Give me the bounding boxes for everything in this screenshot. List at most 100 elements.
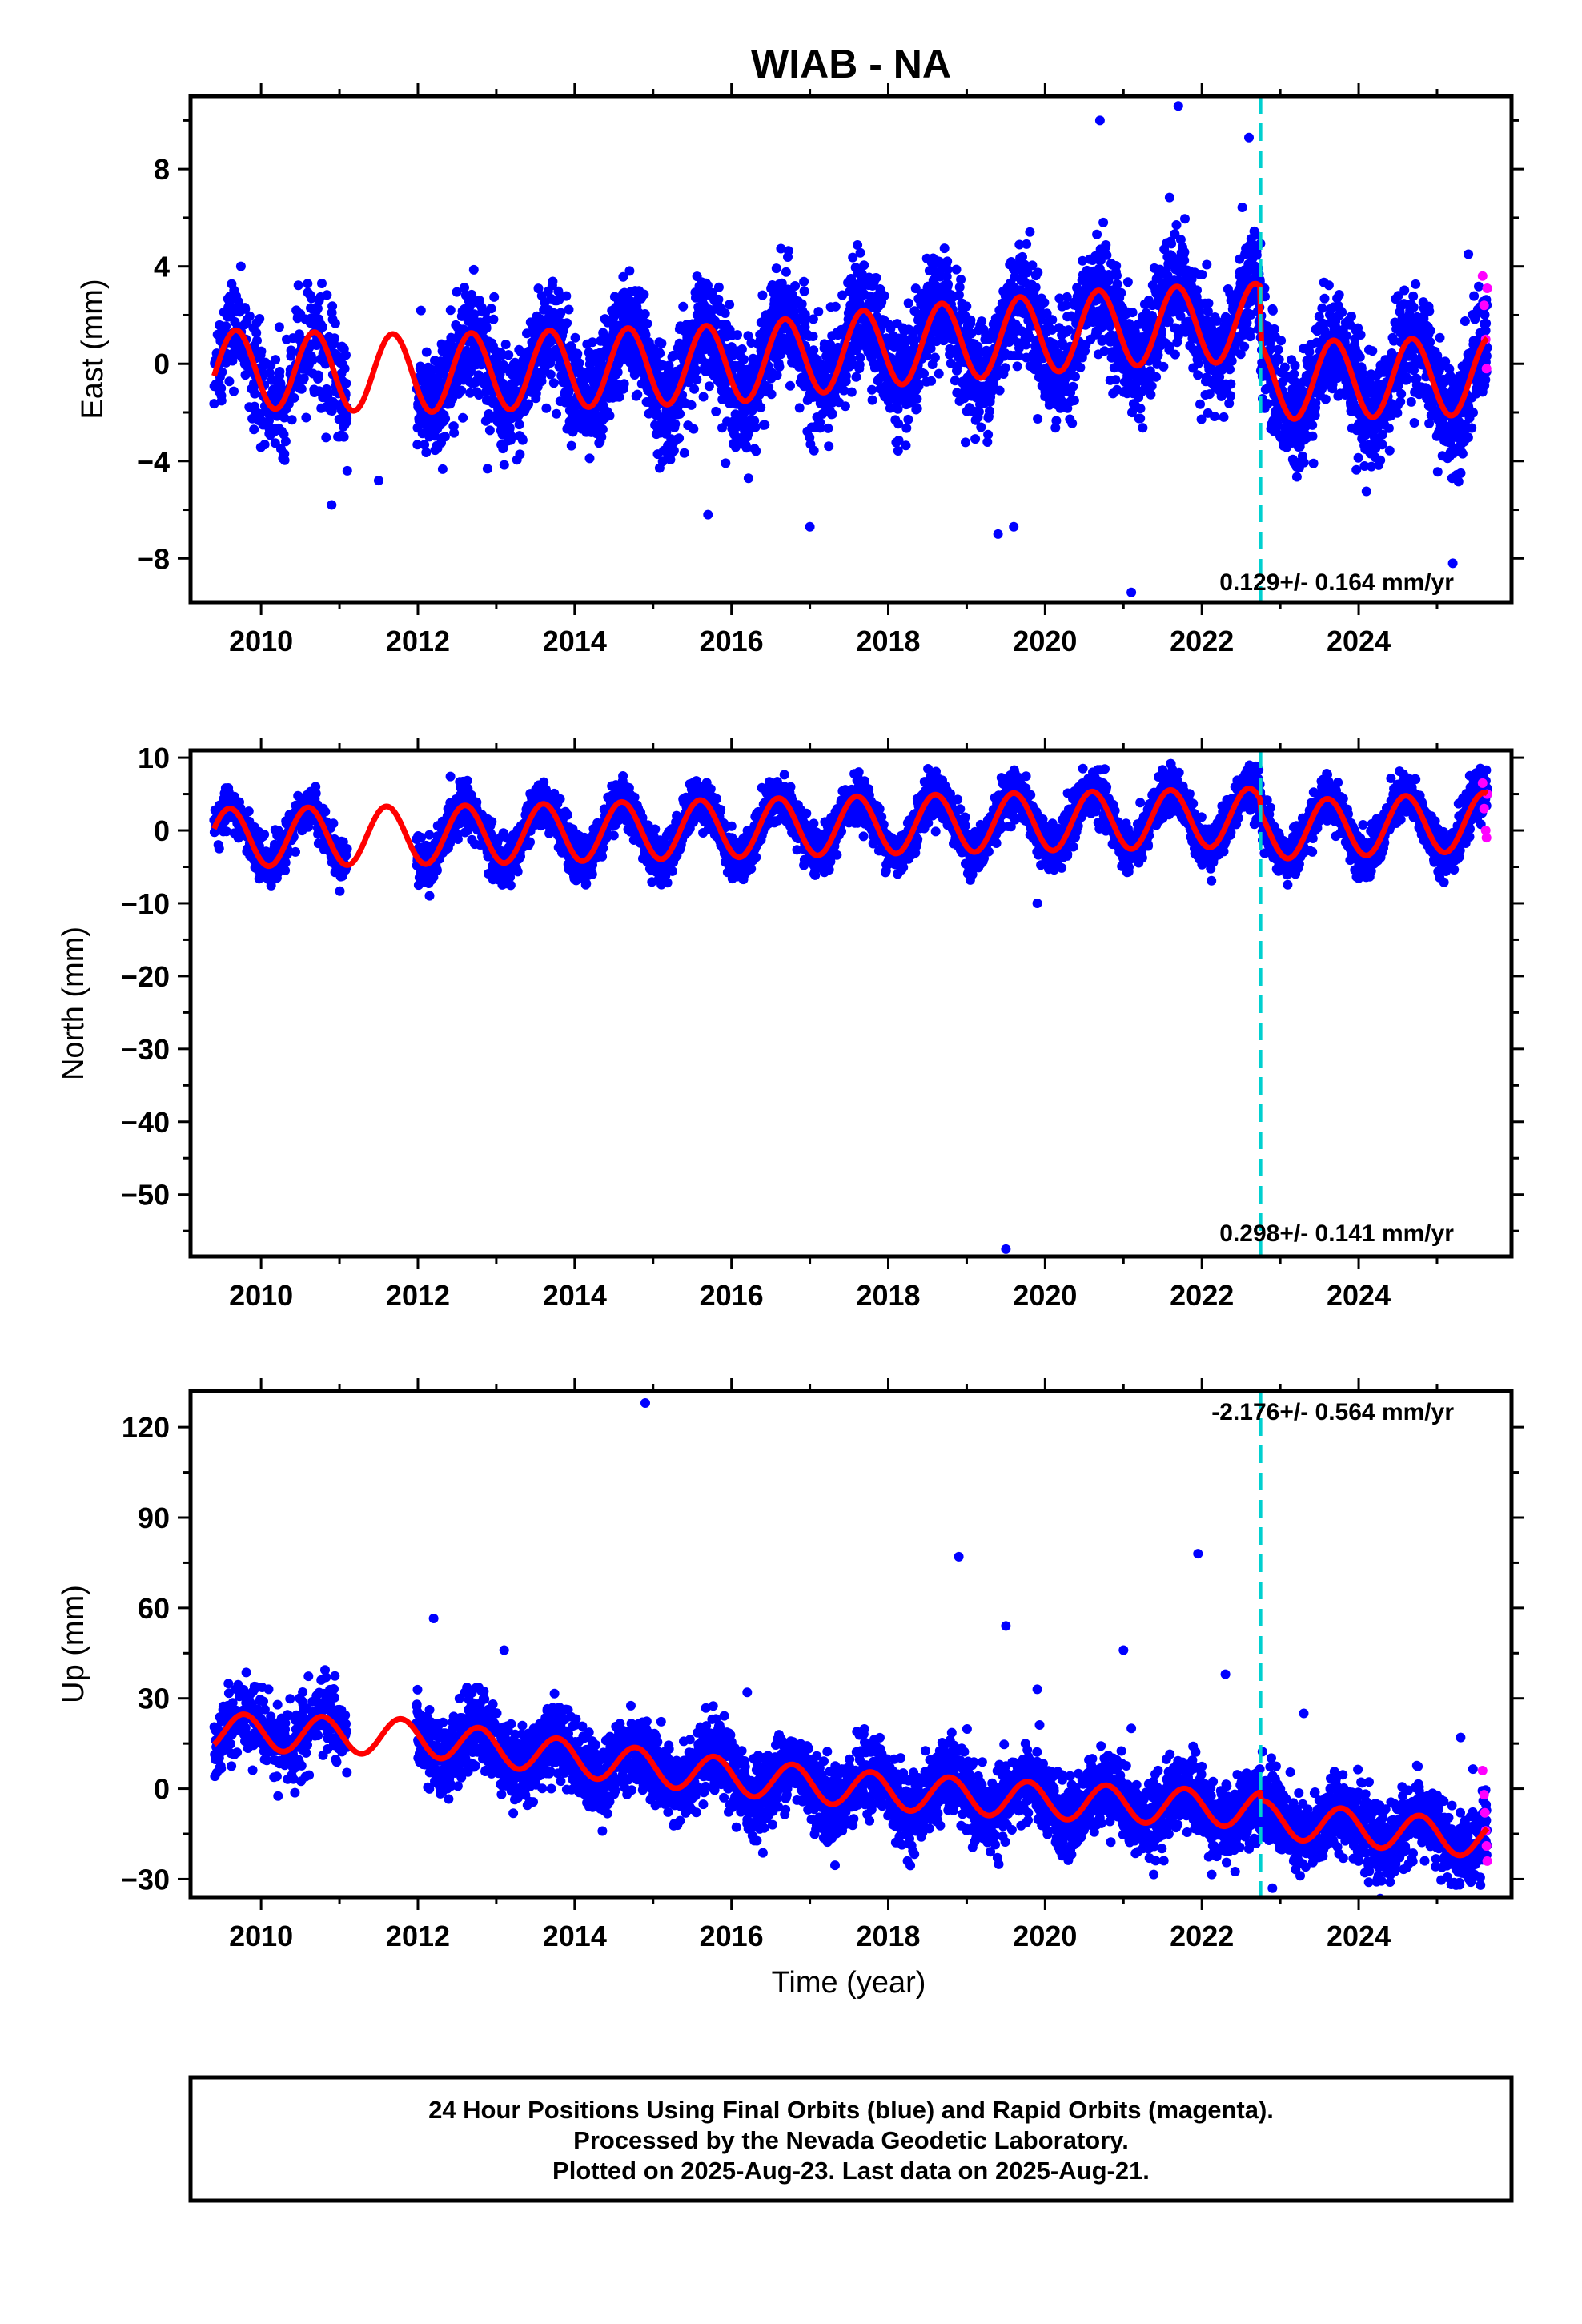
east-point [1158, 361, 1169, 372]
east-point [1022, 239, 1032, 249]
east-point [698, 392, 709, 402]
east-point [1307, 431, 1318, 441]
east-point [790, 281, 801, 291]
east-point [615, 346, 625, 356]
east-point [809, 345, 819, 356]
east-point [217, 367, 227, 377]
east-point [1033, 267, 1043, 278]
east-point [1227, 356, 1237, 366]
east-point [632, 389, 643, 400]
east-point [1051, 416, 1062, 426]
east-point [307, 293, 317, 304]
east-point [507, 432, 516, 443]
east-point [1112, 271, 1122, 281]
east-point [412, 440, 423, 450]
east-point [564, 304, 574, 315]
east-point [1334, 290, 1344, 300]
east-point [1274, 354, 1284, 364]
east-point [252, 336, 262, 346]
east-point [321, 432, 331, 443]
east-point [545, 369, 556, 380]
east-point [568, 427, 578, 437]
east-point [514, 420, 524, 430]
east-point [689, 424, 699, 434]
east-point [1225, 364, 1235, 375]
east-point [489, 292, 500, 302]
east-point [840, 401, 850, 412]
east-point [1367, 346, 1378, 356]
east-point [339, 364, 350, 374]
east-point [596, 432, 607, 442]
east-point [279, 412, 289, 423]
east-point [846, 387, 857, 397]
east-point [799, 276, 809, 287]
east-point [327, 406, 337, 416]
east-point [416, 305, 426, 316]
east-point [1000, 363, 1010, 373]
east-point [1102, 250, 1112, 260]
east-point [1069, 396, 1079, 406]
east-point [574, 358, 584, 368]
east-point [961, 437, 970, 448]
east-point [249, 424, 259, 435]
east-point [703, 280, 713, 291]
east-point [1317, 303, 1327, 313]
east-point [1276, 336, 1287, 346]
east-point [750, 422, 761, 432]
east-point [1203, 298, 1214, 308]
east-point [970, 434, 981, 444]
east-point [327, 301, 338, 312]
east-point [720, 308, 730, 318]
east-point [855, 352, 865, 363]
east-point [229, 386, 239, 396]
east-point [692, 375, 702, 384]
east-point [541, 403, 552, 413]
east-point [240, 304, 251, 314]
east-point [901, 440, 911, 451]
east-point [774, 362, 785, 372]
east-point [1135, 413, 1146, 424]
east-point [561, 291, 572, 301]
east-point [813, 307, 824, 317]
east-point [256, 346, 267, 356]
east-point [640, 330, 651, 340]
east-point [678, 301, 689, 312]
east-point [809, 445, 819, 456]
east-point [524, 399, 534, 409]
east-point [841, 371, 851, 381]
east-point [1170, 349, 1180, 360]
east-point [421, 347, 432, 357]
east-point [1289, 369, 1299, 379]
east-point [1171, 220, 1182, 230]
east-point [275, 367, 285, 376]
east-point [679, 448, 689, 458]
east-point [317, 279, 327, 288]
east-point [1179, 247, 1190, 257]
east-point [618, 271, 628, 282]
east-point [692, 365, 702, 376]
east-point [597, 424, 608, 435]
east-point [943, 279, 953, 290]
east-point [1383, 423, 1394, 433]
east-point [318, 322, 327, 332]
east-point [756, 402, 766, 412]
east-point [994, 385, 1005, 396]
east-point [216, 383, 227, 393]
east-point [962, 301, 972, 312]
east-point [515, 449, 525, 460]
east-point [1337, 308, 1347, 317]
east-point [1279, 362, 1290, 372]
east-point [448, 421, 459, 432]
east-point [486, 304, 496, 314]
east-point [1361, 486, 1371, 497]
east-point [985, 406, 994, 416]
east-point [930, 352, 940, 363]
east-point [851, 372, 861, 382]
east-point [296, 384, 307, 394]
east-point [303, 279, 313, 289]
east-point [209, 399, 219, 409]
east-point [1116, 287, 1126, 298]
east-point [517, 435, 528, 445]
east-point [977, 316, 987, 327]
